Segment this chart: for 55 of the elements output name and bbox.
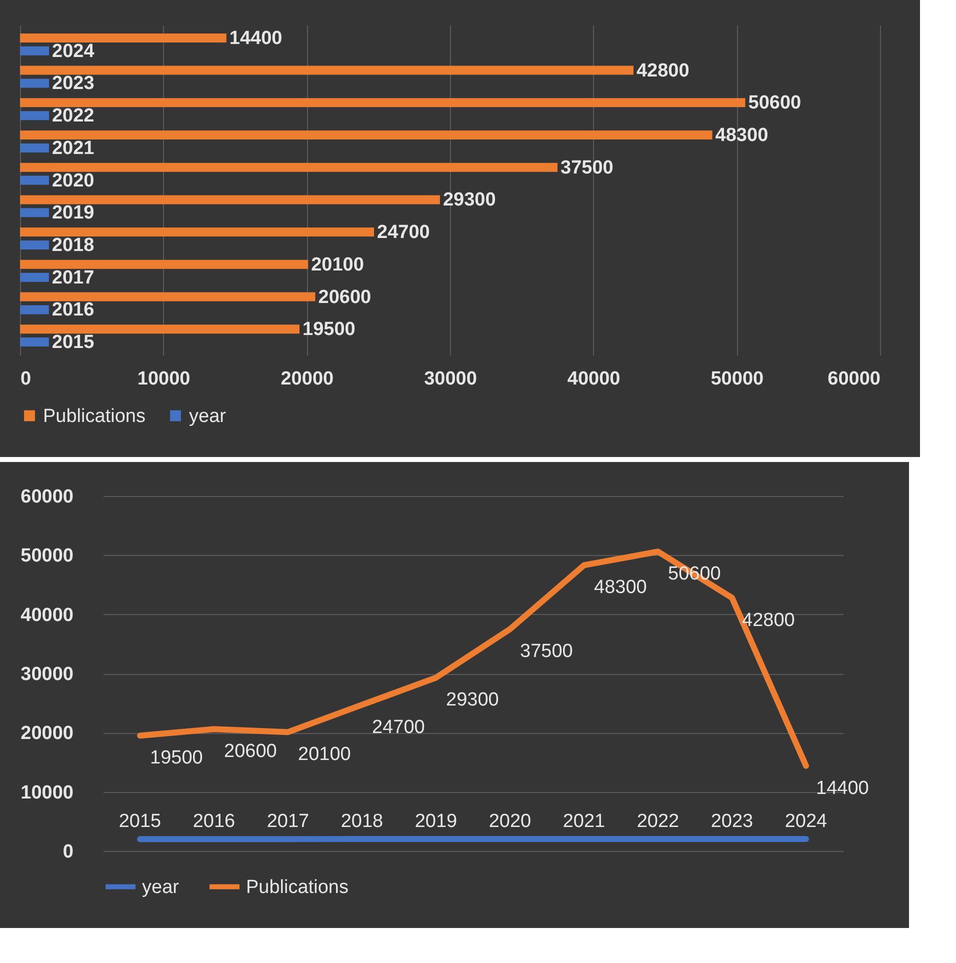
x-tick-label: 20000 — [280, 368, 334, 390]
data-label: 48300 — [715, 125, 768, 146]
data-label: 2023 — [52, 73, 94, 94]
x-tick-label: 50000 — [710, 368, 764, 390]
data-label: 20600 — [224, 741, 277, 762]
data-label: 37500 — [560, 157, 614, 178]
data-label: 19500 — [302, 319, 356, 340]
legend-label: year — [142, 876, 180, 898]
data-label: 2017 — [266, 811, 310, 832]
y-tick-label: 0 — [62, 842, 74, 862]
data-label: 14400 — [229, 28, 282, 49]
data-label: 24700 — [372, 716, 425, 738]
data-label: 48300 — [594, 577, 647, 598]
data-label: 14400 — [816, 778, 869, 799]
data-label: 2018 — [340, 811, 384, 832]
data-label: 2015 — [52, 332, 95, 354]
data-label: 2017 — [52, 267, 94, 288]
data-label: 24700 — [377, 222, 430, 244]
x-tick-label: 60000 — [828, 368, 880, 390]
data-label: 29300 — [446, 690, 499, 711]
data-label: 20100 — [298, 744, 351, 766]
data-label: 2021 — [52, 138, 95, 159]
data-label: 20600 — [318, 286, 372, 308]
data-label: 2024 — [52, 40, 95, 62]
data-label: 2019 — [52, 202, 94, 224]
data-label: 20100 — [311, 254, 364, 276]
data-label: 2015 — [118, 811, 162, 832]
data-label: 42800 — [636, 60, 690, 82]
y-tick-label: 60000 — [20, 486, 74, 508]
y-tick-label: 50000 — [20, 546, 74, 567]
data-label: 2018 — [52, 235, 94, 256]
data-label: 2024 — [784, 811, 828, 832]
x-tick-label: 10000 — [137, 368, 190, 390]
y-tick-label: 20000 — [20, 723, 74, 744]
x-tick-label: 40000 — [567, 368, 620, 390]
data-label: 2020 — [488, 811, 532, 832]
data-label: 2023 — [710, 811, 754, 832]
data-label: 50600 — [748, 92, 802, 114]
x-tick-label: 30000 — [424, 368, 477, 390]
y-tick-label: 40000 — [20, 604, 74, 626]
data-label: 2022 — [636, 811, 680, 832]
legend-label: Publications — [246, 876, 348, 898]
data-label: 2016 — [52, 300, 94, 321]
data-label: 2016 — [192, 811, 236, 832]
legend-label: year — [189, 406, 227, 427]
data-label: 2019 — [414, 811, 458, 832]
data-label: 2020 — [52, 170, 94, 192]
data-label: 37500 — [520, 641, 573, 662]
y-tick-label: 30000 — [20, 664, 74, 685]
data-label: 2021 — [562, 811, 606, 832]
y-tick-label: 10000 — [20, 782, 74, 804]
legend-label: Publications — [43, 406, 146, 427]
data-label: 2022 — [52, 106, 94, 127]
data-label: 19500 — [150, 748, 203, 769]
data-label: 29300 — [442, 190, 496, 211]
